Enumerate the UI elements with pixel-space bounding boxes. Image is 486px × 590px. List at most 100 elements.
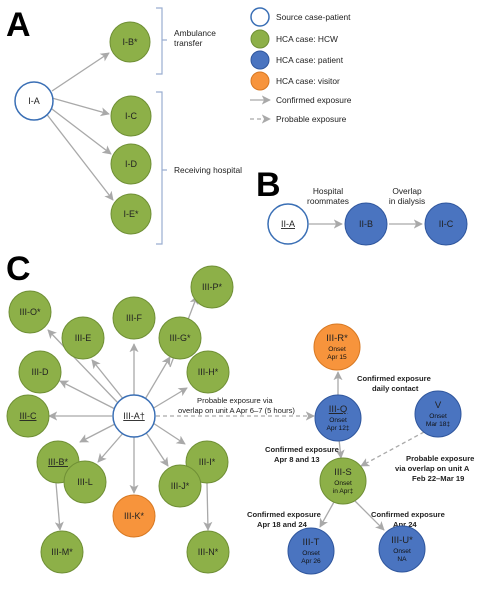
node-i-b-label: I-B* xyxy=(122,37,138,47)
edge-b2-line2: in dialysis xyxy=(389,196,425,206)
node-iii-b-label: III-B* xyxy=(48,457,69,467)
node-i-d-label: I-D xyxy=(125,159,137,169)
node-iii-p: III-P* xyxy=(190,265,234,309)
node-iii-r-date: Apr 15 xyxy=(327,354,347,361)
node-v-date: Mar 18‡ xyxy=(426,421,451,428)
node-ii-b-label: II-B xyxy=(359,219,373,229)
panel-a-edges xyxy=(44,52,114,201)
node-iii-f: III-F xyxy=(112,296,156,340)
bracket-hospital xyxy=(156,91,167,245)
note-vs-line2: via overlap on unit A xyxy=(395,464,470,473)
node-iii-s-label: III-S xyxy=(334,467,351,478)
legend-source-swatch xyxy=(250,7,270,27)
node-iii-m: III-M* xyxy=(40,530,84,574)
node-iii-l-label: III-L xyxy=(77,477,93,487)
panel-c-letter: C xyxy=(6,250,31,288)
edge-a-b xyxy=(79,423,116,443)
bracket-ambulance xyxy=(156,7,167,75)
node-i-c: I-C xyxy=(110,95,152,137)
legend-source-label: Source case-patient xyxy=(276,12,351,22)
edge-i-n xyxy=(203,482,213,531)
bracket-ambulance-line1: Ambulance xyxy=(174,28,216,38)
node-ii-c: II-C xyxy=(424,202,468,246)
node-iii-t-date: Apr 26 xyxy=(301,558,321,565)
node-iii-j: III-J* xyxy=(158,464,202,508)
node-v-onset: Onset xyxy=(429,413,447,420)
node-iii-u-label: III-U* xyxy=(391,535,413,546)
edge-b-m xyxy=(54,482,64,531)
probable-ua-line2: overlap on unit A Apr 6–7 (5 hours) xyxy=(178,406,295,415)
node-i-d: I-D xyxy=(110,143,152,185)
panel-b-letter: B xyxy=(256,166,281,204)
edge-a-o xyxy=(47,329,120,405)
edge-q-s xyxy=(335,438,345,459)
node-ii-a: II-A xyxy=(267,203,309,245)
legend-patient-swatch xyxy=(250,50,270,70)
node-ii-c-label: II-C xyxy=(439,219,454,229)
note-qr-line2: daily contact xyxy=(372,384,419,393)
edge-a-e xyxy=(91,359,125,401)
edge-s-u xyxy=(353,499,385,531)
legend-patient-label: HCA case: patient xyxy=(276,55,344,65)
node-iii-o-label: III-O* xyxy=(19,307,40,317)
edge-a-j xyxy=(144,430,169,467)
node-iii-j-label: III-J* xyxy=(171,481,190,491)
node-ii-b: II-B xyxy=(344,202,388,246)
node-iii-m-label: III-M* xyxy=(51,547,73,557)
node-v-label: V xyxy=(435,400,442,411)
note-st-line1: Confirmed exposure xyxy=(247,510,321,519)
node-iii-t: III-T Onset Apr 26 xyxy=(287,527,335,575)
node-iii-o: III-O* xyxy=(8,290,52,334)
node-iii-s-onset: Onset xyxy=(334,480,352,487)
node-iii-a: III-A† xyxy=(112,394,156,438)
note-st-line2: Apr 18 and 24 xyxy=(257,520,308,529)
node-iii-e: III-E xyxy=(61,316,105,360)
node-i-a-label: I-A xyxy=(28,96,40,106)
edge-a-d xyxy=(59,380,116,410)
panel-a-letter: A xyxy=(6,6,31,44)
legend-probable-label: Probable exposure xyxy=(276,114,347,124)
bracket-hospital-label: Receiving hospital xyxy=(174,165,242,175)
legend-visitor-swatch xyxy=(250,71,270,91)
bracket-ambulance-line2: transfer xyxy=(174,38,203,48)
node-iii-r-label: III-R* xyxy=(326,333,348,344)
edge-b2-line1: Overlap xyxy=(392,186,422,196)
node-iii-n: III-N* xyxy=(186,530,230,574)
node-iii-g-label: III-G* xyxy=(169,333,190,343)
node-iii-u-date: NA xyxy=(397,556,407,563)
note-qs-line2: Apr 8 and 13 xyxy=(274,455,320,464)
note-qr-line1: Confirmed exposure xyxy=(357,374,431,383)
probable-ua-line1: Probable exposure via xyxy=(197,396,273,405)
edge-ia-ic xyxy=(51,97,110,117)
legend-hcw-label: HCA case: HCW xyxy=(276,34,338,44)
node-iii-c: III-C xyxy=(6,394,50,438)
edge-a-l xyxy=(97,431,125,463)
node-iii-a-label: III-A† xyxy=(123,411,145,421)
node-iii-l: III-L xyxy=(63,460,107,504)
node-iii-r: III-R* Onset Apr 15 xyxy=(313,323,361,371)
node-iii-i-label: III-I* xyxy=(199,457,216,467)
node-iii-s-date: in Apr‡ xyxy=(333,488,354,495)
node-iii-t-label: III-T xyxy=(303,537,320,548)
legend: Source case-patient HCA case: HCW HCA ca… xyxy=(250,7,352,124)
note-vs-line3: Feb 22–Mar 19 xyxy=(412,474,464,483)
node-iii-q-label: III-Q xyxy=(329,404,347,415)
node-i-e-label: I-E* xyxy=(123,209,139,219)
node-iii-h: III-H* xyxy=(186,350,230,394)
node-iii-s: III-S Onset in Apr‡ xyxy=(319,457,367,505)
node-iii-k: III-K* xyxy=(112,494,156,538)
node-i-a: I-A xyxy=(14,81,54,121)
node-iii-p-label: III-P* xyxy=(202,282,223,292)
node-iii-r-onset: Onset xyxy=(328,346,346,353)
note-vs-line1: Probable exposure xyxy=(406,454,474,463)
node-iii-g: III-G* xyxy=(158,316,202,360)
edge-ia-ib xyxy=(51,52,110,92)
edge-a-h xyxy=(151,387,188,410)
note-qs-line1: Confirmed exposure xyxy=(265,445,339,454)
node-iii-c-label: III-C xyxy=(20,411,37,421)
node-iii-k-label: III-K* xyxy=(124,511,145,521)
edge-a-i xyxy=(152,422,186,445)
node-v: V Onset Mar 18‡ xyxy=(414,390,462,438)
node-iii-q-date: Apr 12‡ xyxy=(326,425,349,432)
